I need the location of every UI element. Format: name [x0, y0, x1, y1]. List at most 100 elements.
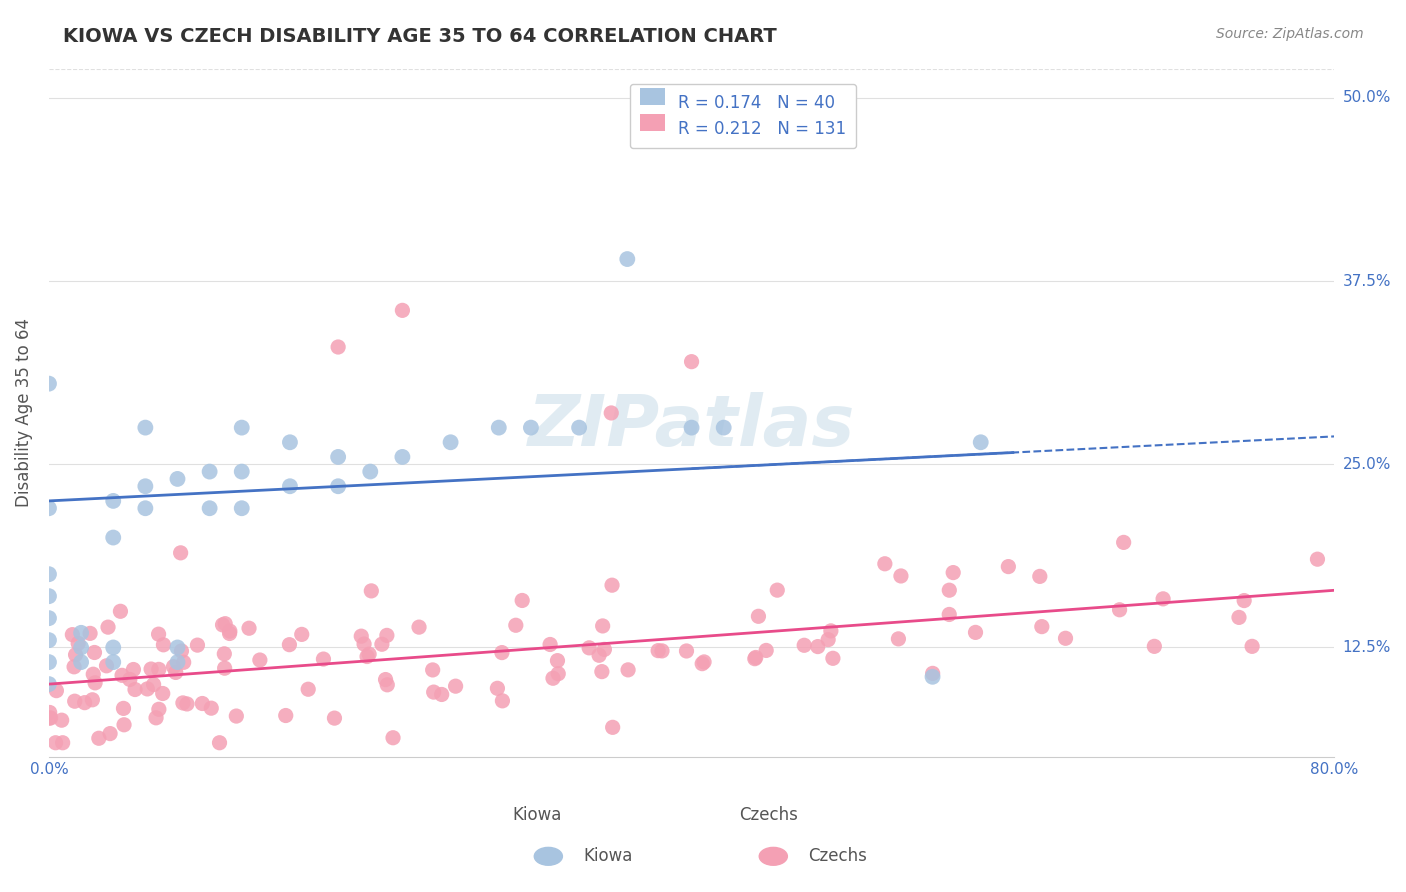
Point: [39, 711, 62, 725]
Text: Czechs: Czechs: [740, 805, 799, 823]
Point: [152, 686, 174, 700]
Point: [359, 647, 381, 661]
Point: [145, 711, 167, 725]
Point: [38, 501, 60, 516]
Point: [408, 620, 430, 634]
Text: Czechs: Czechs: [808, 847, 868, 865]
Point: [965, 625, 987, 640]
Point: [817, 632, 839, 647]
Point: [430, 688, 453, 702]
Point: [218, 624, 240, 639]
Point: [938, 607, 960, 622]
Point: [675, 644, 697, 658]
Point: [45, 683, 67, 698]
Point: [312, 652, 335, 666]
Point: [374, 673, 396, 687]
Point: [38, 376, 60, 391]
Point: [326, 479, 349, 493]
Point: [118, 673, 141, 687]
Point: [186, 638, 208, 652]
Point: [1112, 535, 1135, 549]
Point: [1029, 569, 1052, 583]
Point: [591, 665, 613, 679]
Point: [165, 665, 187, 680]
Point: [942, 566, 965, 580]
Point: [231, 420, 253, 434]
Point: [391, 450, 413, 464]
Point: [690, 657, 713, 671]
Point: [371, 637, 394, 651]
Point: [600, 578, 623, 592]
Point: [70, 640, 93, 655]
Point: [225, 709, 247, 723]
Point: [231, 465, 253, 479]
Point: [1108, 603, 1130, 617]
Text: KIOWA VS CZECH DISABILITY AGE 35 TO 64 CORRELATION CHART: KIOWA VS CZECH DISABILITY AGE 35 TO 64 C…: [63, 27, 778, 45]
Point: [713, 420, 735, 434]
Point: [142, 677, 165, 691]
Point: [382, 731, 405, 745]
Point: [444, 679, 467, 693]
Point: [1031, 619, 1053, 633]
Point: [136, 681, 159, 696]
Point: [600, 406, 623, 420]
Point: [52, 736, 75, 750]
Point: [1143, 640, 1166, 654]
Point: [96, 658, 118, 673]
Point: [122, 663, 145, 677]
Point: [491, 646, 513, 660]
Point: [755, 643, 778, 657]
Point: [103, 655, 125, 669]
Point: [1054, 632, 1077, 646]
Point: [45, 736, 67, 750]
Point: [681, 420, 703, 434]
Text: 50.0%: 50.0%: [1343, 90, 1391, 105]
Point: [110, 604, 132, 618]
Circle shape: [759, 847, 787, 865]
Point: [124, 682, 146, 697]
Point: [593, 642, 616, 657]
Point: [148, 702, 170, 716]
Point: [766, 583, 789, 598]
Point: [422, 663, 444, 677]
Point: [173, 656, 195, 670]
Point: [647, 643, 669, 657]
Text: Kiowa: Kiowa: [513, 805, 562, 823]
Point: [588, 648, 610, 663]
Point: [486, 681, 509, 696]
Point: [375, 678, 398, 692]
Point: [38, 706, 60, 720]
Point: [169, 546, 191, 560]
Point: [353, 637, 375, 651]
Point: [63, 660, 86, 674]
Point: [79, 626, 101, 640]
Point: [326, 450, 349, 464]
Point: [166, 640, 188, 655]
Point: [326, 340, 349, 354]
Point: [152, 638, 174, 652]
Point: [38, 589, 60, 603]
Point: [1152, 591, 1174, 606]
Point: [1306, 552, 1329, 566]
Point: [148, 662, 170, 676]
Point: [422, 685, 444, 699]
Text: Kiowa: Kiowa: [583, 847, 633, 865]
Text: 12.5%: 12.5%: [1343, 640, 1391, 655]
Point: [82, 693, 104, 707]
Point: [1241, 640, 1264, 654]
Point: [1233, 593, 1256, 607]
Point: [83, 645, 105, 659]
Point: [70, 655, 93, 669]
Point: [38, 655, 60, 669]
Point: [745, 650, 768, 665]
Y-axis label: Disability Age 35 to 64: Disability Age 35 to 64: [15, 318, 32, 508]
Point: [200, 701, 222, 715]
Point: [218, 626, 240, 640]
Point: [166, 655, 188, 669]
Point: [38, 711, 60, 725]
Point: [103, 494, 125, 508]
Point: [84, 676, 107, 690]
Point: [172, 696, 194, 710]
Point: [198, 465, 221, 479]
Point: [38, 567, 60, 582]
